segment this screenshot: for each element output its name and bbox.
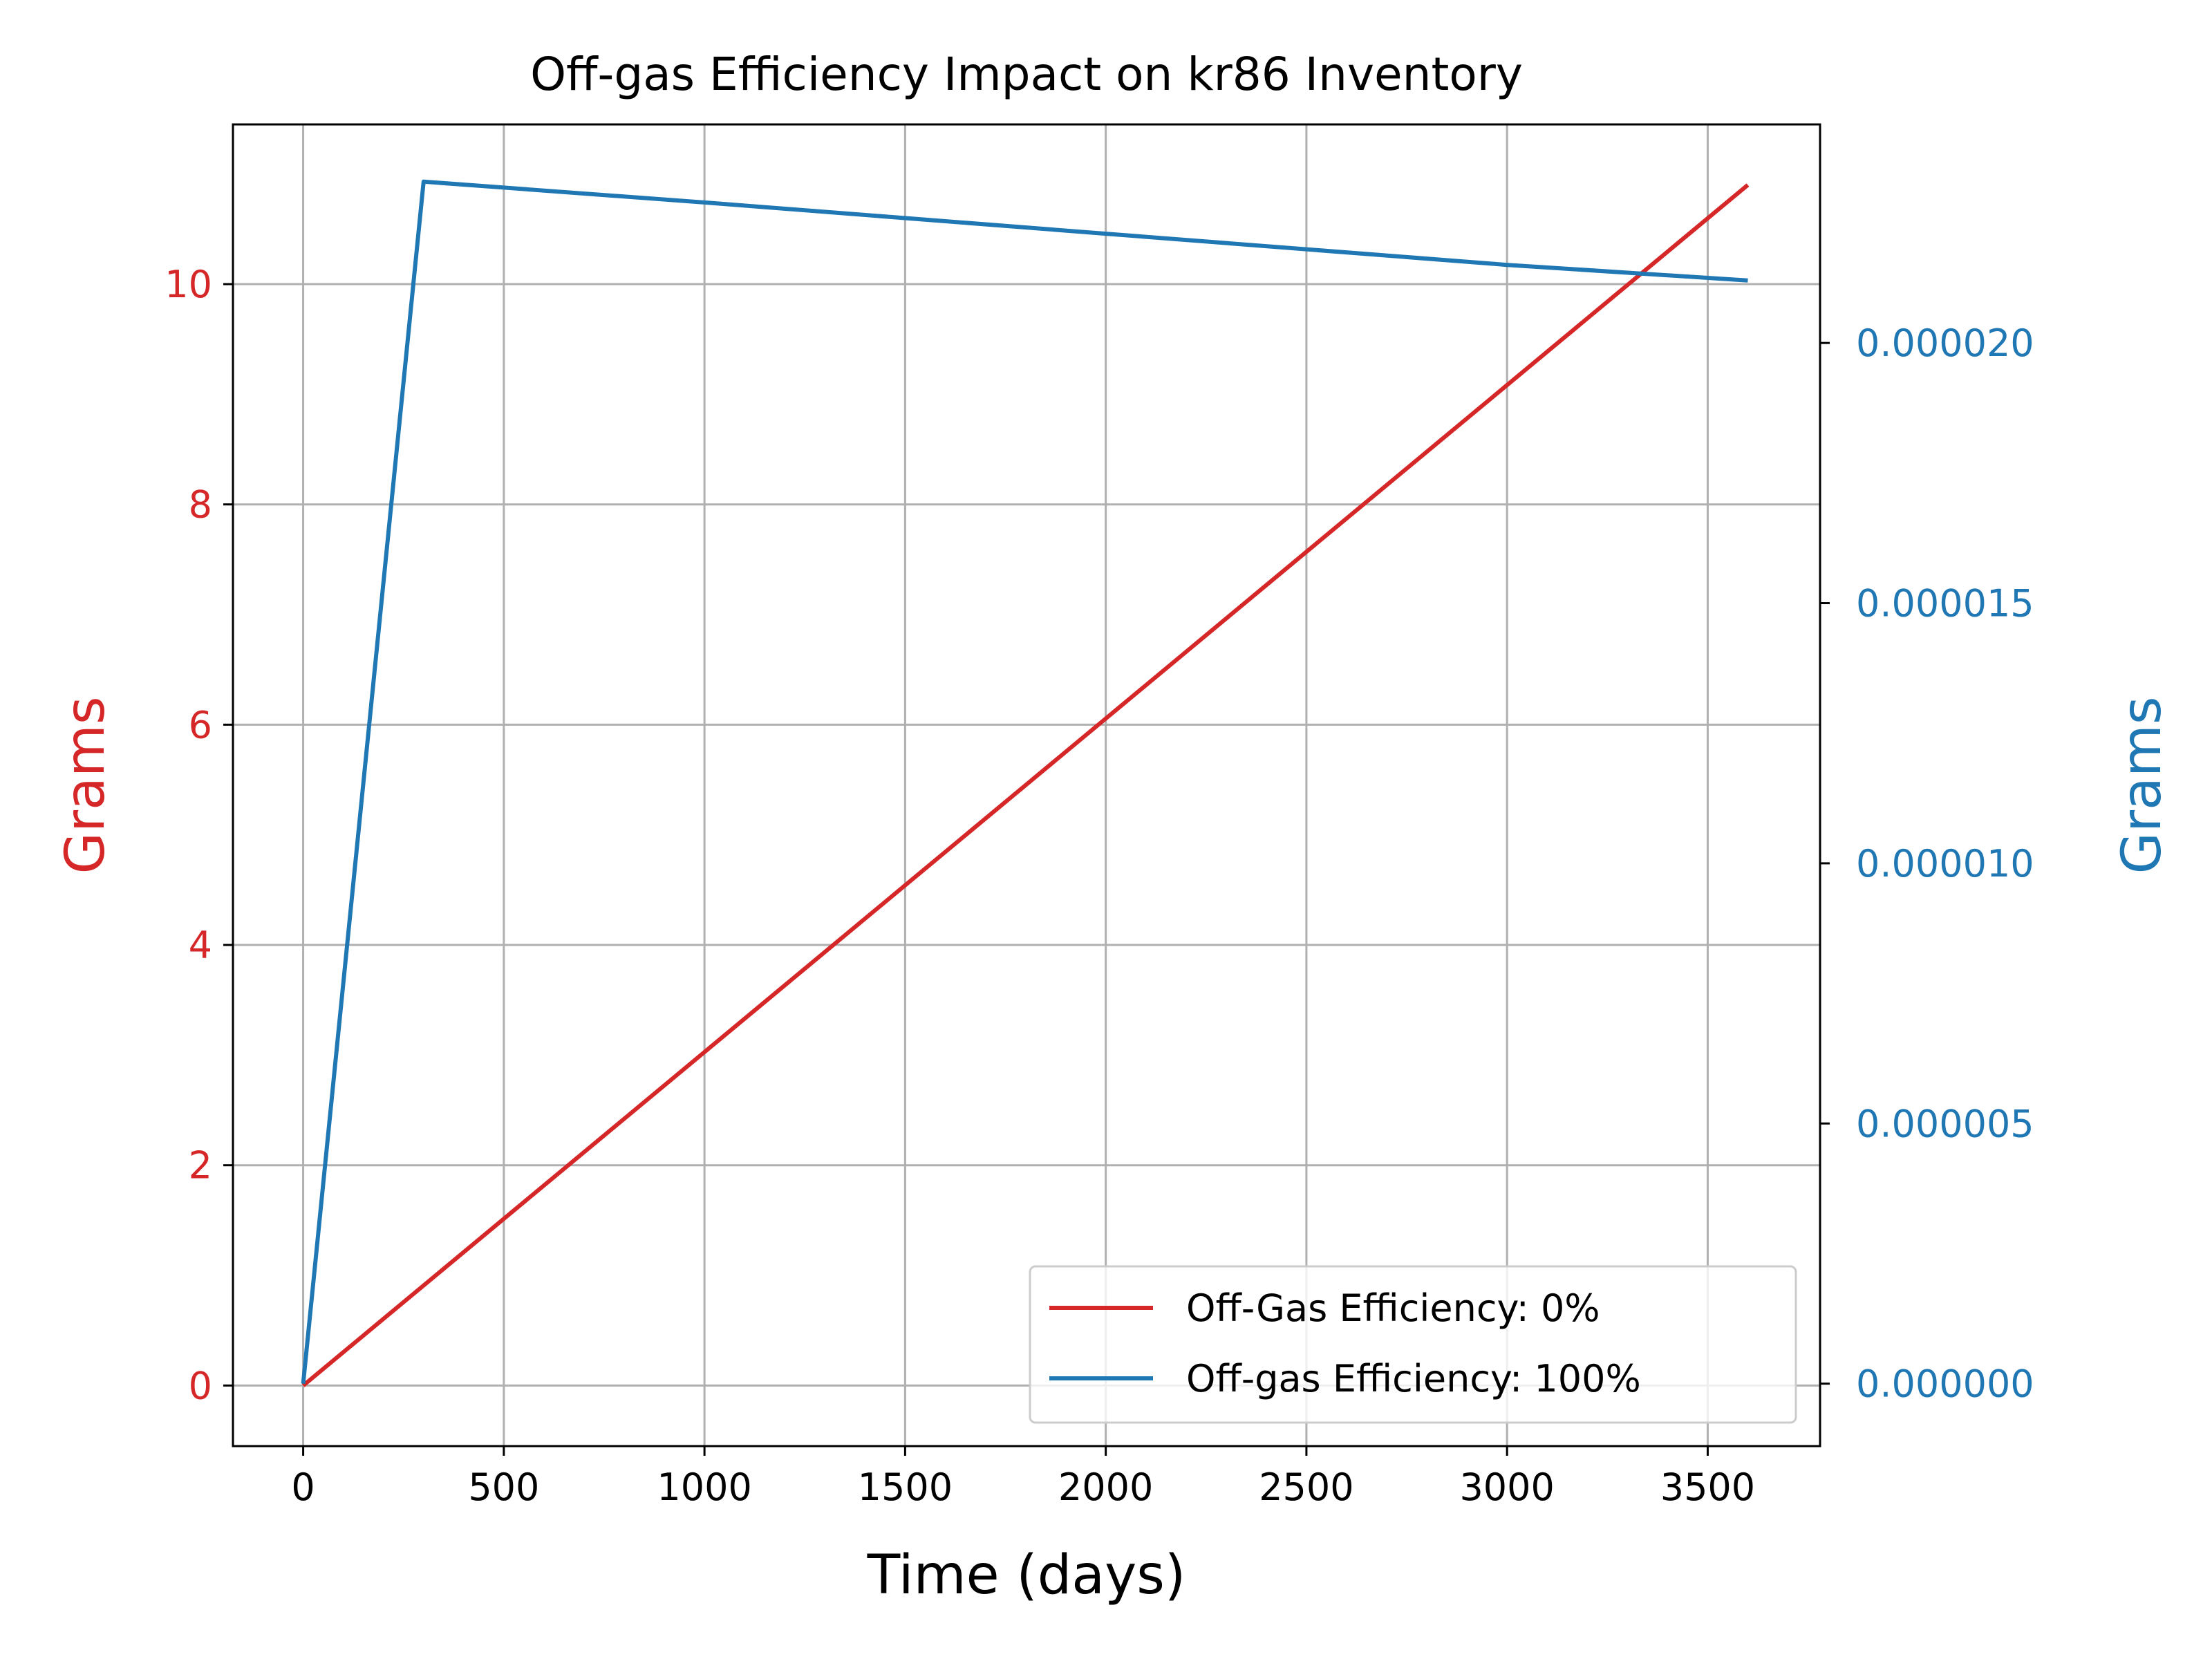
x-tick-label-3: 1500 (858, 1465, 953, 1509)
x-tick-label-1: 500 (468, 1465, 539, 1509)
y-right-axis-label: Grams (2111, 697, 2173, 874)
legend-label-0-percent: Off-Gas Efficiency: 0% (1186, 1286, 1600, 1330)
x-tick-label-2: 1000 (657, 1465, 751, 1509)
chart-title: Off-gas Efficiency Impact on kr86 Invent… (530, 48, 1523, 101)
series-line-red (301, 183, 1750, 1387)
y-left-axis-label: Grams (55, 697, 117, 874)
y-right-tick-label-1: 0.000005 (1856, 1102, 2034, 1145)
x-axis-ticks: 0 500 1000 1500 2000 2500 3000 3500 (291, 1446, 1755, 1509)
legend-box (1029, 1265, 1797, 1424)
y-right-tick-label-2: 0.000010 (1856, 842, 2034, 885)
x-tick-label-4: 2000 (1058, 1465, 1153, 1509)
y-right-axis-ticks: 0.000000 0.000005 0.000010 0.000015 0.000020 (1820, 321, 2034, 1406)
x-tick-label-0: 0 (291, 1465, 315, 1509)
plot-frame (232, 123, 1821, 1447)
y-left-tick-label-2: 4 (189, 924, 212, 967)
series-layer (301, 179, 1750, 1387)
y-left-tick-label-1: 2 (189, 1144, 212, 1188)
x-tick-label-5: 2500 (1259, 1465, 1353, 1509)
y-right-tick-label-4: 0.000020 (1856, 321, 2034, 365)
y-left-axis-ticks: 0 2 4 6 8 10 (165, 263, 233, 1407)
y-left-tick-label-4: 8 (189, 483, 212, 527)
series-line-blue (301, 179, 1748, 1384)
legend: Off-Gas Efficiency: 0% Off-gas Efficienc… (1029, 1265, 1797, 1424)
y-left-tick-label-5: 10 (165, 263, 212, 306)
legend-label-100-percent: Off-gas Efficiency: 100% (1186, 1357, 1641, 1400)
x-axis-label: Time (days) (867, 1544, 1186, 1606)
y-left-tick-label-3: 6 (189, 703, 212, 747)
x-tick-label-7: 3500 (1660, 1465, 1755, 1509)
y-right-tick-label-3: 0.000015 (1856, 582, 2034, 626)
y-right-tick-label-0: 0.000000 (1856, 1362, 2034, 1406)
x-tick-label-6: 3000 (1459, 1465, 1554, 1509)
y-left-tick-label-0: 0 (189, 1364, 212, 1407)
grid (233, 124, 1820, 1446)
